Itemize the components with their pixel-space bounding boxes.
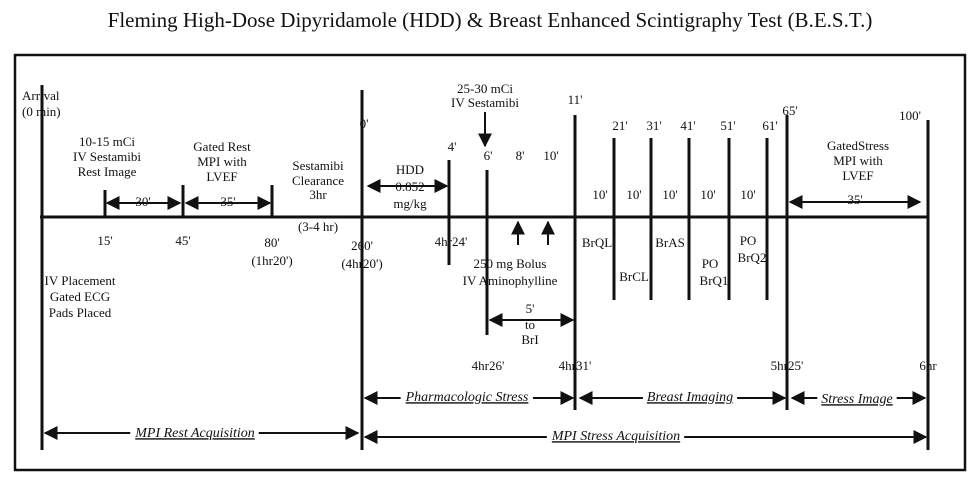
- phase-label-backing: [130, 426, 259, 442]
- gated-rest-text: MPI with: [197, 154, 247, 169]
- phase-label-backing: [817, 392, 897, 408]
- gated-rest-text: LVEF: [206, 169, 237, 184]
- interval-label: 10': [700, 187, 715, 202]
- interval-label: 10': [592, 187, 607, 202]
- time-label: 51': [720, 118, 735, 133]
- hdd-text: HDD: [396, 162, 424, 177]
- view-label: BrAS: [655, 235, 685, 250]
- phase-label: MPI Stress Acquisition: [551, 429, 680, 444]
- gated-stress-text: GatedStress: [827, 138, 889, 153]
- title: Fleming High-Dose Dipyridamole (HDD) & B…: [108, 8, 873, 32]
- time-label: 80': [264, 235, 279, 250]
- time-label: 100': [899, 108, 921, 123]
- phase-label: Pharmacologic Stress: [405, 390, 529, 405]
- time-label: 0': [360, 116, 369, 131]
- time-label: (1hr20'): [251, 253, 292, 268]
- time-label: 11': [568, 92, 583, 107]
- time-label: (4hr20'): [341, 256, 382, 271]
- hdd-text: 0.852: [395, 179, 424, 194]
- time-label: 31': [646, 118, 661, 133]
- interval-label: 10': [626, 187, 641, 202]
- phase-label: Stress Image: [821, 392, 892, 407]
- interval-label: 30': [135, 194, 150, 209]
- interval-label: 35': [220, 194, 235, 209]
- gated-stress-text: MPI with: [833, 153, 883, 168]
- rest-dose-text: IV Sestamibi: [73, 149, 141, 164]
- time-label: 8': [516, 148, 525, 163]
- phase-label: Breast Imaging: [647, 390, 733, 405]
- view-label: BrQL: [582, 235, 612, 250]
- phase-label-backing: [400, 390, 533, 406]
- phase-label-backing: [642, 390, 738, 406]
- time-label: 4': [448, 139, 457, 154]
- time-label: 5hr25': [771, 358, 804, 373]
- time-label: 260': [351, 238, 373, 253]
- time-label: 10': [543, 148, 558, 163]
- interval-label: 35': [847, 192, 862, 207]
- clearance-text: (3-4 hr): [298, 219, 338, 234]
- frame: [13, 53, 967, 472]
- iv-placement-text: IV Placement: [45, 273, 116, 288]
- time-label: 21': [612, 118, 627, 133]
- gated-stress-text: LVEF: [842, 168, 873, 183]
- time-label: 4hr26': [472, 358, 505, 373]
- phase-label: MPI Rest Acquisition: [134, 426, 255, 441]
- view-label: BrQ2: [738, 250, 767, 265]
- view-label: PO: [702, 256, 719, 271]
- aminophylline-text: 250 mg Bolus: [474, 256, 547, 271]
- phase-label-backing: [546, 429, 685, 445]
- view-label: PO: [740, 233, 757, 248]
- interval-label: 10': [740, 187, 755, 202]
- stress-dose-text: 25-30 mCi: [457, 81, 513, 96]
- clearance-text: Clearance: [292, 173, 344, 188]
- iv-placement-text: Gated ECG: [50, 289, 110, 304]
- gated-rest-text: Gated Rest: [193, 139, 251, 154]
- time-label: 6hr: [919, 358, 937, 373]
- stress-dose-text: IV Sestamibi: [451, 95, 519, 110]
- time-label: 61': [762, 118, 777, 133]
- iv-placement-text: Pads Placed: [49, 305, 112, 320]
- delay-text: to: [525, 317, 535, 332]
- delay-text: BrI: [521, 332, 538, 347]
- interval-label: 10': [662, 187, 677, 202]
- time-label: 41': [680, 118, 695, 133]
- rest-dose-text: 10-15 mCi: [79, 134, 135, 149]
- time-label: 4hr31': [559, 358, 592, 373]
- clearance-text: Sestamibi: [292, 158, 344, 173]
- view-label: BrCL: [619, 269, 649, 284]
- delay-text: 5': [526, 301, 535, 316]
- time-label: 15': [97, 233, 112, 248]
- clearance-text: 3hr: [309, 187, 327, 202]
- hdd-text: mg/kg: [393, 196, 427, 211]
- rest-dose-text: Rest Image: [78, 164, 137, 179]
- time-label: 45': [175, 233, 190, 248]
- time-label: 4hr24': [435, 234, 468, 249]
- view-label: BrQ1: [700, 273, 729, 288]
- time-label: 6': [484, 148, 493, 163]
- arrival-label: Arrival: [22, 88, 60, 103]
- aminophylline-text: IV Aminophylline: [463, 273, 558, 288]
- time-label: 65': [782, 103, 797, 118]
- arrival-time: (0 min): [22, 104, 61, 119]
